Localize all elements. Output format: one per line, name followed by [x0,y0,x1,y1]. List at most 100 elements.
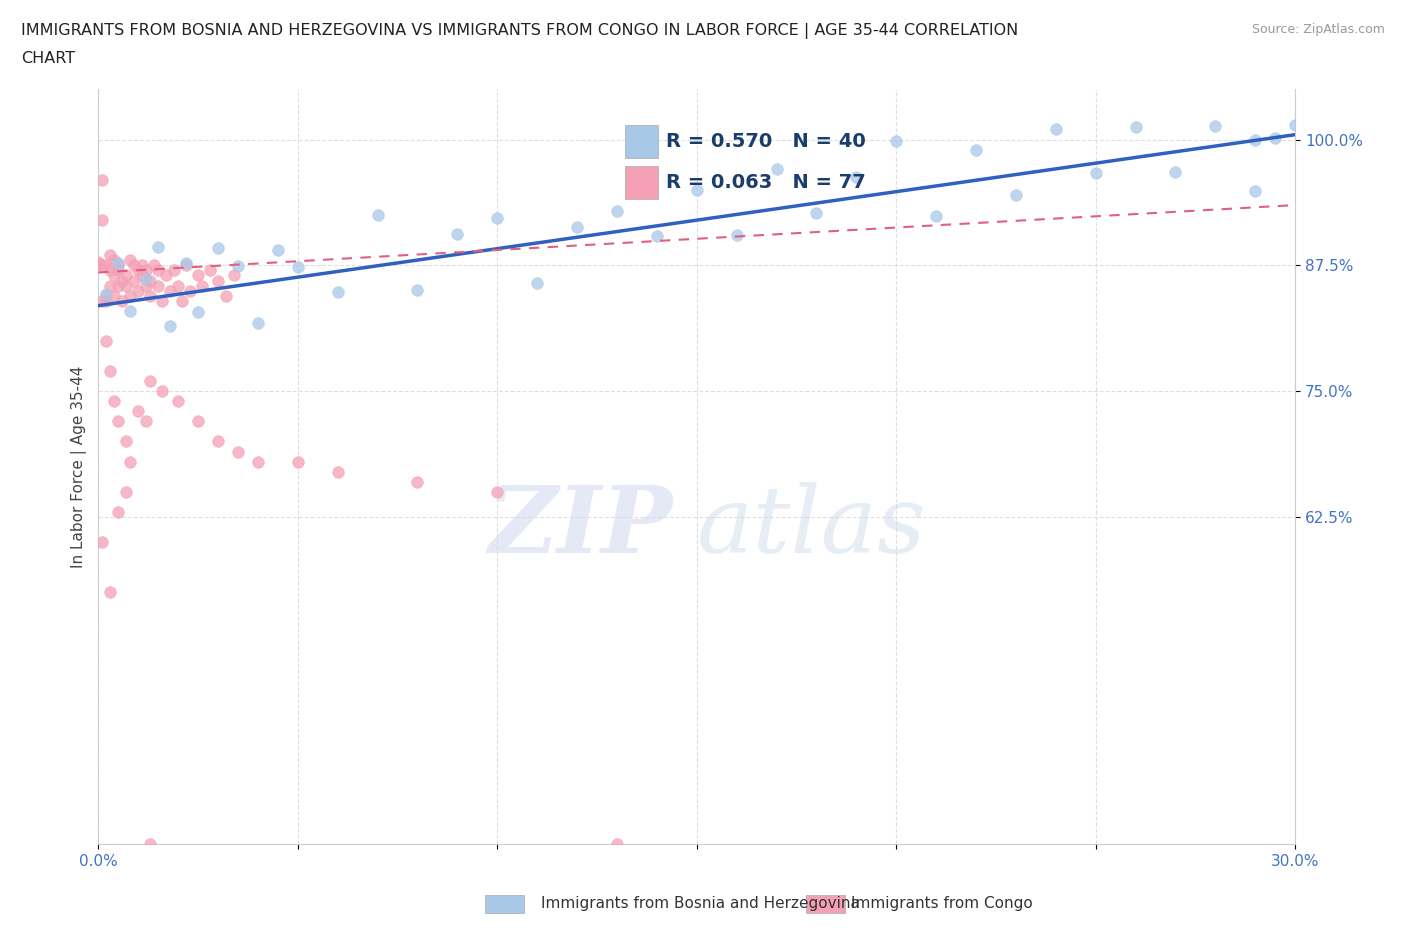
Point [115,434,138,449]
Point [406,283,429,298]
Point [215,288,238,303]
Point [91,258,114,272]
Point [606,836,628,851]
Point [115,485,138,499]
Point [1005,187,1028,202]
Point [267,243,290,258]
Point [127,283,149,298]
Point [686,182,709,197]
Point [326,285,349,299]
Point [765,161,787,176]
Point [96,334,118,349]
Point [120,253,142,268]
Point [107,263,129,278]
Point [87,258,110,272]
Point [167,278,190,293]
Point [207,273,229,288]
Point [1084,166,1107,180]
Point [91,172,114,187]
Point [91,213,114,228]
Text: Immigrants from Bosnia and Herzegovina: Immigrants from Bosnia and Herzegovina [541,897,860,911]
Point [103,268,125,283]
Point [207,434,229,449]
Point [120,288,142,303]
Point [148,278,170,293]
Text: Immigrants from Congo: Immigrants from Congo [851,897,1032,911]
Point [122,258,145,272]
Point [326,464,349,479]
Point [131,258,153,272]
Point [246,315,269,330]
Point [91,535,114,550]
Point [96,258,118,272]
Point [143,258,166,272]
Point [98,248,121,263]
Point [135,278,157,293]
Point [107,504,129,519]
Point [148,263,170,278]
Point [98,364,121,379]
Point [96,287,118,302]
Point [606,204,628,219]
Point [226,259,249,273]
Point [1204,118,1226,133]
Point [96,293,118,308]
Point [111,293,134,308]
Point [148,239,170,254]
Point [122,273,145,288]
Point [163,263,186,278]
Point [222,268,245,283]
Point [725,227,748,242]
Point [111,273,134,288]
Point [115,278,138,293]
Text: IMMIGRANTS FROM BOSNIA AND HERZEGOVINA VS IMMIGRANTS FROM CONGO IN LABOR FORCE |: IMMIGRANTS FROM BOSNIA AND HERZEGOVINA V… [21,23,1018,39]
Point [155,268,177,283]
Text: atlas: atlas [697,482,927,572]
Point [645,229,668,244]
Point [91,293,114,308]
Point [98,585,121,600]
Point [135,263,157,278]
Point [1045,121,1067,136]
Point [103,393,125,408]
Point [107,414,129,429]
Point [446,227,468,242]
Point [150,384,173,399]
Y-axis label: In Labor Force | Age 35-44: In Labor Force | Age 35-44 [72,365,87,568]
Point [127,404,149,418]
Point [806,206,828,220]
Point [187,268,209,283]
Point [965,142,987,157]
Point [845,170,868,185]
Point [884,134,907,149]
Point [159,318,181,333]
Point [150,293,173,308]
Point [107,255,129,270]
Point [1264,130,1286,145]
Point [139,288,162,303]
Point [87,257,110,272]
Point [486,211,509,226]
Point [135,414,157,429]
Point [565,219,588,234]
Point [925,208,948,223]
Point [127,263,149,278]
Point [367,208,389,223]
Point [139,836,162,851]
Point [187,304,209,319]
Point [406,474,429,489]
Point [131,268,153,283]
Point [139,273,162,288]
Text: Source: ZipAtlas.com: Source: ZipAtlas.com [1251,23,1385,36]
Point [120,454,142,469]
Point [287,454,309,469]
Point [1125,120,1147,135]
Point [1164,165,1187,179]
Point [159,283,181,298]
Text: CHART: CHART [21,51,75,66]
Point [191,278,214,293]
Point [226,444,249,458]
Point [246,454,269,469]
Point [174,256,197,271]
Text: ZIP: ZIP [488,482,673,572]
